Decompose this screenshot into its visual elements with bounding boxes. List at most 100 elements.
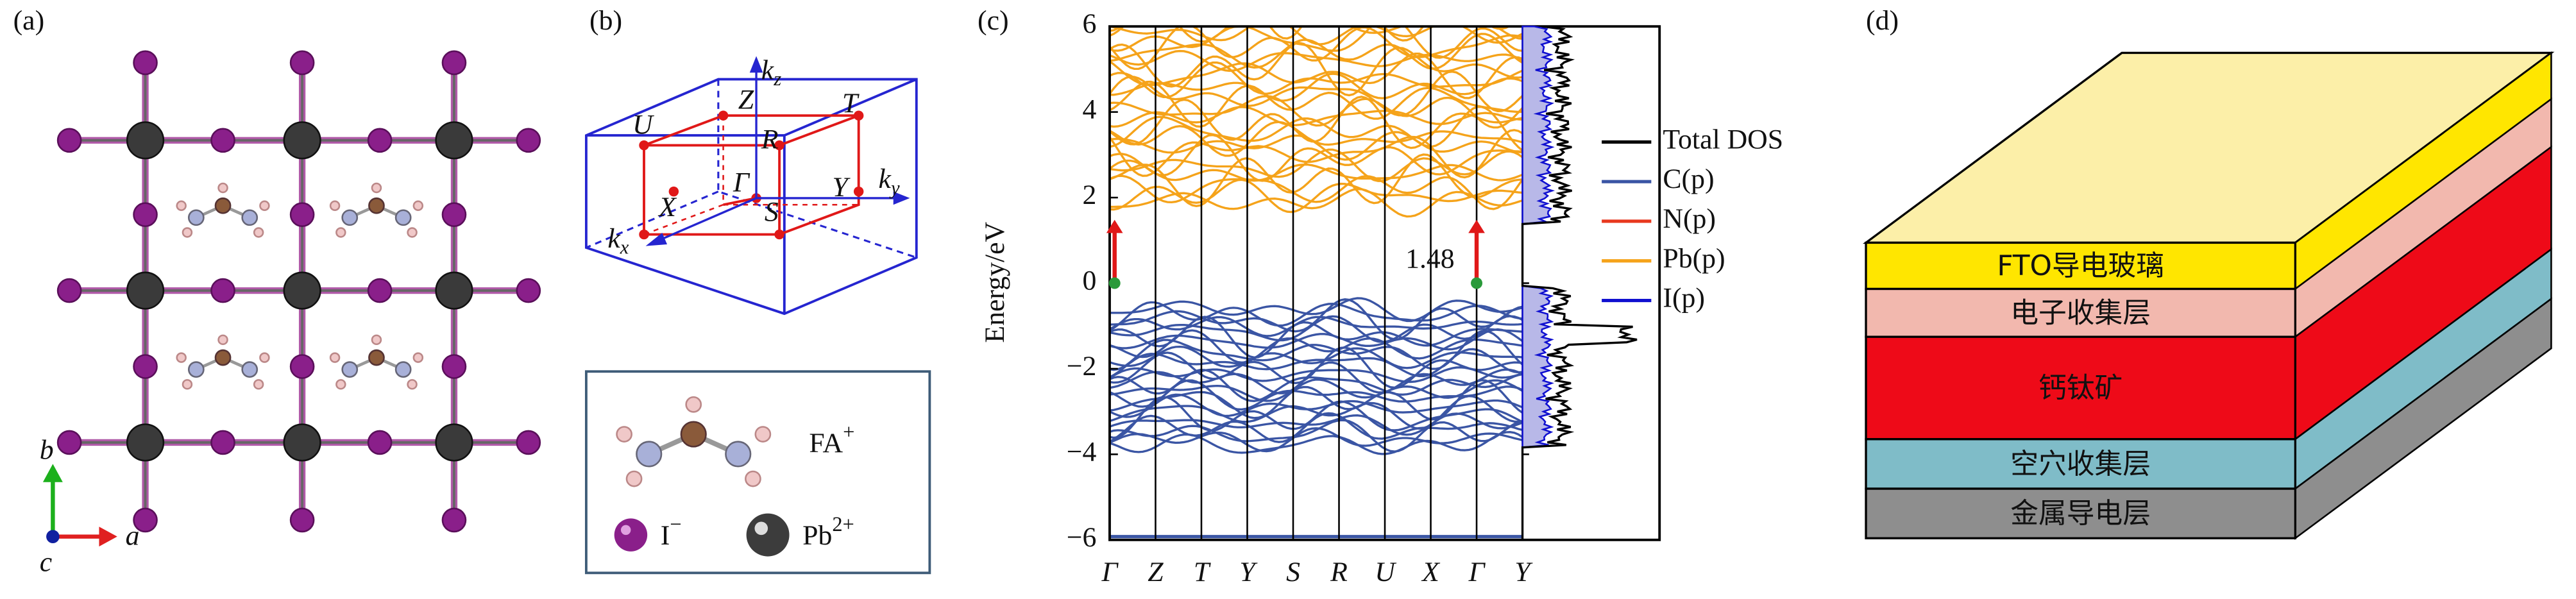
- inner-cube: [643, 114, 860, 236]
- label: Pb2+: [802, 514, 854, 552]
- carbon-atom: [680, 421, 707, 448]
- lead-atom: [435, 271, 473, 310]
- y-tick-label: 6: [1082, 8, 1096, 39]
- x-tick-label: Z: [1148, 557, 1164, 587]
- x-tick-label: R: [1330, 557, 1348, 587]
- layer-front: [1865, 335, 2297, 441]
- nitrogen-atom: [394, 209, 412, 226]
- iodine-atom: [210, 128, 235, 153]
- k-point-label: T: [842, 88, 860, 119]
- hydrogen-atom: [754, 426, 772, 443]
- band-line: [1109, 133, 1523, 182]
- lead-atom: [283, 271, 321, 310]
- band-line: [1109, 345, 1523, 369]
- iodine-atom: [367, 128, 393, 153]
- band-line: [1109, 297, 1523, 323]
- legend-label: C(p): [1663, 164, 1714, 194]
- nitrogen-atom: [636, 441, 663, 468]
- hydrogen-atom: [616, 426, 632, 443]
- k-point-label: X: [657, 192, 677, 223]
- nitrogen-atom: [341, 209, 359, 226]
- k-point-label: R: [761, 124, 779, 155]
- layer-label: 金属导电层: [2010, 497, 2151, 530]
- arrow-head: [749, 56, 763, 73]
- x-tick-label: U: [1375, 557, 1396, 587]
- y-axis-label: Energy/eV: [979, 221, 1010, 342]
- label-main: k: [607, 223, 621, 254]
- nitrogen-atom: [394, 361, 412, 378]
- lead-atom: [126, 121, 165, 160]
- carbon-atom: [214, 349, 232, 366]
- arrow-head: [893, 191, 910, 205]
- label: ky: [879, 164, 900, 199]
- legend-box: [584, 370, 931, 575]
- band-line: [1109, 153, 1523, 207]
- band-line: [1109, 412, 1523, 436]
- x-tick-label: X: [1421, 557, 1441, 587]
- layer-front: [1865, 487, 2297, 539]
- panel-label: (b): [589, 5, 622, 36]
- iodine-atom: [441, 50, 467, 76]
- superscript: +: [843, 421, 854, 444]
- band-line: [1109, 427, 1523, 453]
- k-point: [718, 110, 729, 121]
- y-tick-label: 2: [1082, 180, 1096, 210]
- iodine-atom: [516, 128, 541, 153]
- bands: [1109, 0, 1523, 455]
- band-line: [1109, 431, 1523, 455]
- superscript: 2+: [832, 514, 854, 537]
- iodine-atom: [289, 507, 315, 533]
- band-line: [1109, 361, 1523, 394]
- legend-label: I(p): [1663, 283, 1705, 314]
- iodine-atom: [56, 128, 82, 153]
- panel-label: (a): [13, 5, 45, 36]
- legend-label: Total DOS: [1663, 124, 1783, 155]
- label: I−: [661, 514, 682, 552]
- carbon-atom: [368, 349, 385, 366]
- iodine-atom: [289, 354, 315, 379]
- band-edge: [1471, 277, 1483, 289]
- hydrogen-atom: [335, 227, 346, 238]
- k-point: [639, 140, 649, 151]
- nitrogen-atom: [187, 361, 205, 378]
- band-line: [1109, 26, 1523, 43]
- band-line: [1109, 129, 1523, 179]
- band-line: [1109, 178, 1523, 214]
- x-tick-label: Γ: [1468, 557, 1486, 587]
- hydrogen-atom: [329, 200, 341, 212]
- lead-atom: [283, 423, 321, 462]
- axis-origin: [46, 530, 60, 543]
- nitrogen-atom: [241, 361, 258, 378]
- hydrogen-atom: [335, 379, 346, 390]
- layer-front: [1865, 287, 2297, 338]
- axis-label: b: [40, 434, 54, 465]
- hydrogen-atom: [412, 200, 424, 212]
- k-point-label: Z: [738, 85, 754, 115]
- iodine-atom: [516, 278, 541, 303]
- hydrogen-atom: [259, 200, 270, 212]
- axis-label: c: [40, 546, 52, 577]
- iodine-atom: [614, 518, 648, 552]
- band-line: [1110, 0, 1523, 13]
- layer-label: 电子收集层: [2010, 296, 2151, 329]
- k-point: [639, 229, 649, 240]
- arrow-head: [99, 527, 117, 547]
- arrow-head: [645, 232, 668, 246]
- label-main: k: [761, 55, 775, 85]
- iodine-atom: [56, 278, 82, 303]
- lead-atom: [435, 423, 473, 462]
- band-line: [1109, 95, 1523, 129]
- iodine-atom: [367, 430, 393, 455]
- lead-atom: [126, 423, 165, 462]
- lead-atom: [746, 513, 790, 557]
- axis-label: a: [126, 520, 140, 551]
- x-tick-label: T: [1194, 557, 1211, 587]
- dos-curve: [1521, 25, 1638, 540]
- band-line: [1109, 106, 1523, 128]
- label-main: I: [661, 520, 670, 551]
- superscript: −: [670, 514, 681, 537]
- band-line: [1109, 72, 1523, 102]
- iodine-atom: [133, 50, 158, 76]
- hydrogen-atom: [182, 227, 193, 238]
- band-line: [1110, 0, 1523, 15]
